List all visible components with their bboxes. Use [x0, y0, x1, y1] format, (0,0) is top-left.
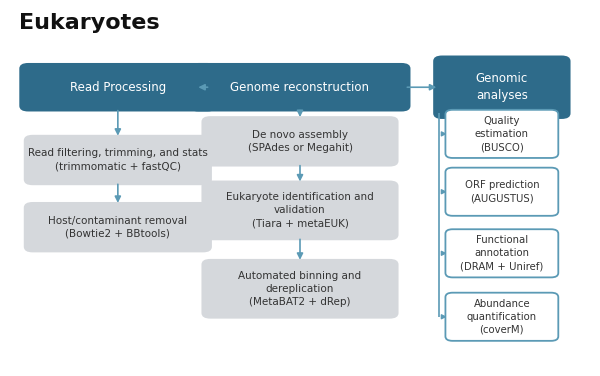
FancyBboxPatch shape: [190, 63, 410, 112]
Text: Genomic
analyses: Genomic analyses: [476, 72, 528, 102]
FancyBboxPatch shape: [445, 293, 558, 341]
FancyBboxPatch shape: [445, 229, 558, 277]
FancyBboxPatch shape: [24, 135, 212, 185]
FancyBboxPatch shape: [19, 63, 217, 112]
Text: De novo assembly
(SPAdes or Megahit): De novo assembly (SPAdes or Megahit): [248, 130, 353, 153]
Text: Automated binning and
dereplication
(MetaBAT2 + dRep): Automated binning and dereplication (Met…: [238, 271, 362, 307]
Text: Read Processing: Read Processing: [70, 81, 166, 94]
FancyBboxPatch shape: [433, 56, 571, 119]
FancyBboxPatch shape: [202, 180, 398, 240]
Text: Abundance
quantification
(coverM): Abundance quantification (coverM): [467, 299, 537, 335]
Text: Quality
estimation
(BUSCO): Quality estimation (BUSCO): [475, 116, 529, 152]
Text: Genome reconstruction: Genome reconstruction: [230, 81, 370, 94]
FancyBboxPatch shape: [445, 168, 558, 216]
Text: Functional
annotation
(DRAM + Uniref): Functional annotation (DRAM + Uniref): [460, 235, 544, 271]
Text: Eukaryotes: Eukaryotes: [19, 12, 160, 33]
FancyBboxPatch shape: [24, 202, 212, 252]
Text: ORF prediction
(AUGUSTUS): ORF prediction (AUGUSTUS): [464, 180, 539, 203]
Text: Eukaryote identification and
validation
(Tiara + metaEUK): Eukaryote identification and validation …: [226, 192, 374, 229]
Text: Read filtering, trimming, and stats
(trimmomatic + fastQC): Read filtering, trimming, and stats (tri…: [28, 149, 208, 171]
FancyBboxPatch shape: [445, 110, 558, 158]
Text: Host/contaminant removal
(Bowtie2 + BBtools): Host/contaminant removal (Bowtie2 + BBto…: [48, 215, 187, 239]
FancyBboxPatch shape: [202, 259, 398, 318]
FancyBboxPatch shape: [202, 116, 398, 167]
